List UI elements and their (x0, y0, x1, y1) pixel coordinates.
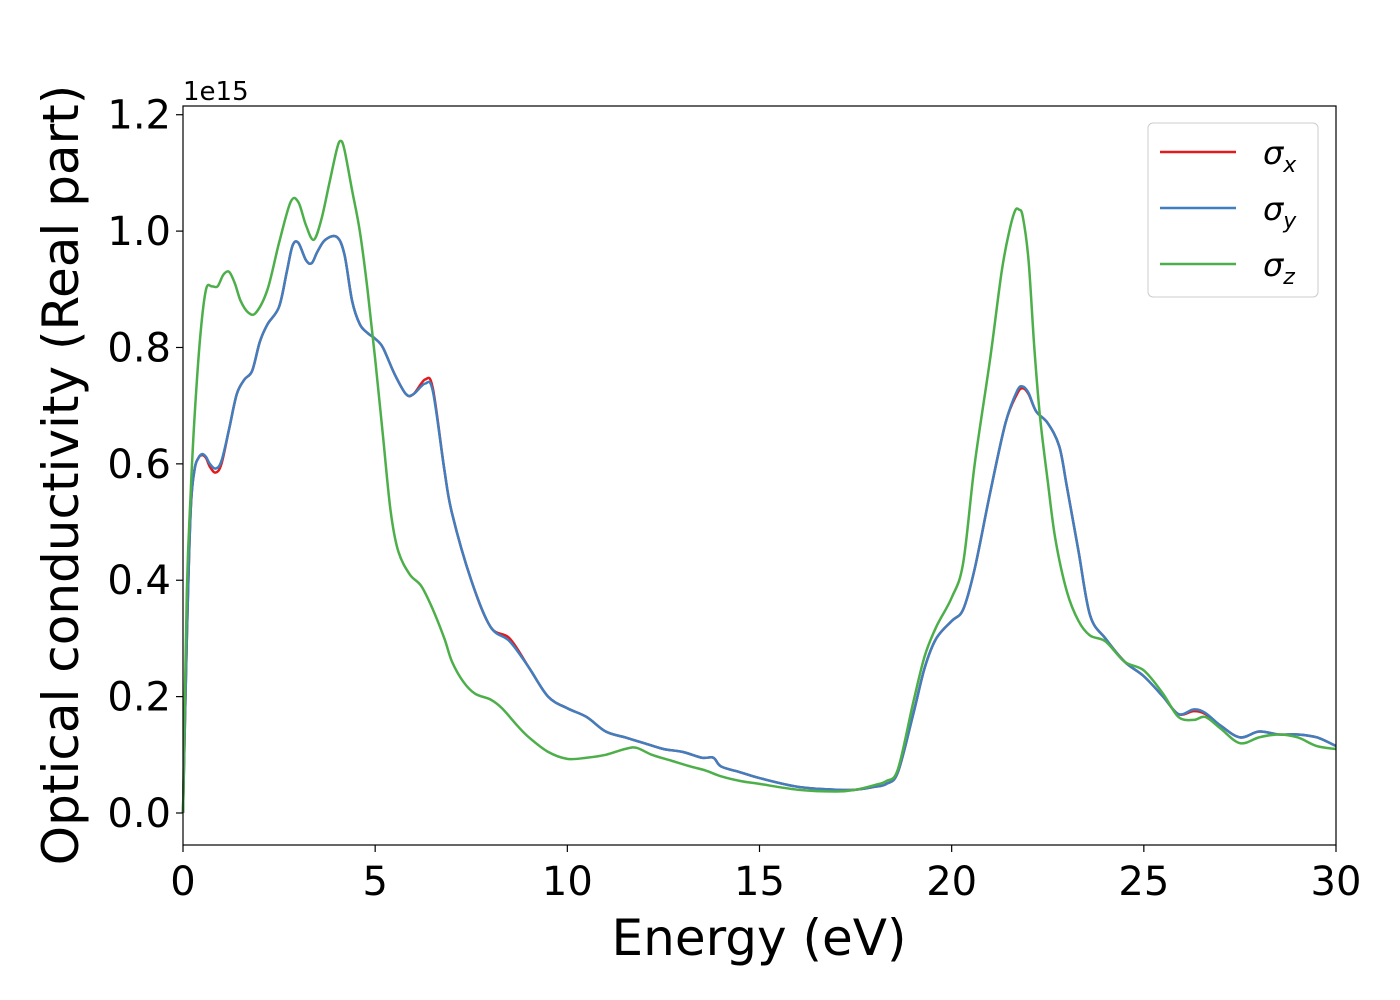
legend-label-sigma-z: σz (1263, 246, 1295, 290)
legend-box (1147, 122, 1319, 298)
legend-label-sigma-x: σx (1263, 134, 1297, 178)
y-tick-label: 0.0 (107, 791, 171, 837)
y-tick-label: 0.2 (107, 675, 171, 721)
y-offset-label: 1e15 (183, 77, 249, 107)
series-line-sigma-y (181, 234, 1337, 814)
x-tick-label: 20 (926, 859, 977, 905)
y-axis-label: Optical conductivity (Real part) (32, 85, 90, 866)
x-tick-label: 0 (170, 859, 195, 905)
legend-label-sigma-y: σy (1263, 190, 1297, 234)
x-tick-label: 25 (1118, 859, 1169, 905)
y-tick-label: 0.8 (107, 325, 171, 371)
plot-lines (181, 139, 1337, 814)
series-line-sigma-z (181, 139, 1337, 814)
y-tick-label: 1.0 (107, 209, 171, 255)
x-tick-label: 5 (362, 859, 387, 905)
legend: σx σy σz (1147, 122, 1319, 298)
x-axis-ticks: 0 5 10 15 20 25 30 (170, 845, 1361, 905)
y-tick-label: 0.6 (107, 442, 171, 488)
y-tick-label: 1.2 (107, 93, 171, 139)
x-tick-label: 15 (734, 859, 785, 905)
y-axis-ticks: 0.0 0.2 0.4 0.6 0.8 1.0 1.2 (107, 93, 183, 837)
y-tick-label: 0.4 (107, 558, 171, 604)
x-tick-label: 30 (1311, 859, 1362, 905)
x-tick-label: 10 (542, 859, 593, 905)
x-axis-label: Energy (eV) (612, 909, 907, 967)
